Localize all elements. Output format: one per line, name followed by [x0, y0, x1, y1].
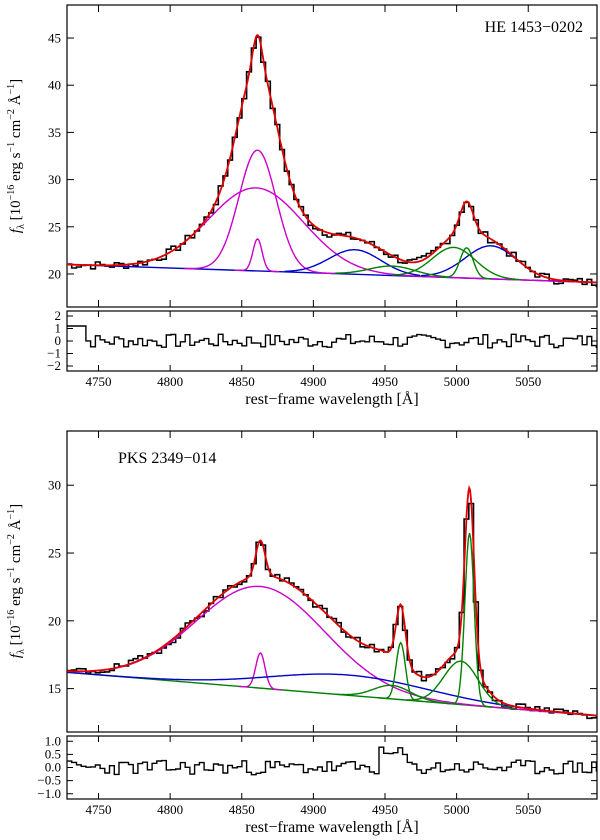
pks2349-ytick-label: 15 [48, 681, 61, 696]
panel-pks2349-residual: −1.0−0.50.00.51.0 4750 4800 4850 4900 4950 50… [37, 733, 597, 836]
he1453-residual-ytick-label: 2 [55, 308, 62, 323]
pks2349-residual-ytick-label: 1.0 [45, 733, 61, 748]
he1453-xtick-label: 4800 [157, 374, 183, 389]
he1453-ytick-label: 30 [48, 172, 61, 187]
pks2349-ytick-label: 20 [48, 613, 61, 628]
panel-pks2349-title: PKS 2349−014 [118, 450, 216, 467]
panel-he1453-spectrum: 20 25 30 35 40 45 HE 1453−0202 fλ [10−16 erg … [6, 5, 597, 307]
pks2349-xtick-label: 4950 [372, 802, 398, 817]
panel-he1453-title: HE 1453−0202 [485, 19, 583, 36]
pks2349-ytick-label: 30 [48, 478, 61, 493]
pks2349-ytick-label: 25 [48, 546, 61, 561]
pks2349-residual-series [67, 747, 597, 775]
he1453-xtick-label: 5000 [444, 374, 470, 389]
pks2349-series-o-iii-5007-narrow [447, 533, 492, 707]
he1453-ytick-label: 45 [48, 31, 61, 46]
he1453-xtick-label: 4950 [372, 374, 398, 389]
pks2349-xtick-label: 4900 [300, 802, 326, 817]
he1453-series-h-narrow-component [235, 239, 280, 272]
he1453-xtick-label: 5050 [515, 374, 541, 389]
panel-he1453-ylabel: fλ [10−16 erg s−1 cm−2 Å−1] [6, 79, 27, 233]
pks2349-residual-ytick-label: −0.5 [37, 773, 61, 788]
he1453-ytick-label: 25 [48, 219, 61, 234]
panel-he1453-xlabel: rest−frame wavelength [Å] [245, 390, 418, 408]
pks2349-residual-ytick-label: −1.0 [37, 786, 61, 801]
he1453-series-observed-spectrum [67, 37, 597, 286]
pks2349-xtick-label: 4850 [229, 802, 255, 817]
panel-pks2349-ylabel: fλ [10−16 erg s−1 cm−2 Å−1] [6, 504, 27, 658]
he1453-ytick-label: 40 [48, 78, 61, 93]
he1453-series-h-intermediate-component [185, 150, 335, 273]
pks2349-residual-ytick-label: 0.0 [45, 760, 61, 775]
he1453-ytick-label: 20 [48, 266, 61, 281]
he1453-ytick-label: 35 [48, 125, 61, 140]
pks2349-xtick-label: 4800 [157, 802, 183, 817]
pks2349-xtick-label: 5050 [515, 802, 541, 817]
pks2349-series-total-model [67, 488, 596, 716]
he1453-residual-series [67, 326, 597, 348]
pks2349-series-o-iii-4959-broad [335, 685, 448, 703]
he1453-xtick-label: 4850 [229, 374, 255, 389]
pks2349-xtick-label: 4750 [86, 802, 112, 817]
panel-pks2349-frame [67, 431, 597, 732]
panel-pks2349-spectrum: 15 20 25 30 PKS 2349−014 fλ [10−16 erg s−1 … [6, 431, 597, 732]
pks2349-residual-ytick-label: 0.5 [45, 746, 61, 761]
pks2349-series-h-narrow-component [239, 653, 281, 690]
he1453-xtick-label: 4900 [300, 374, 326, 389]
he1453-xtick-label: 4750 [86, 374, 112, 389]
pks2349-series-h-broad-component [67, 586, 596, 715]
pks2349-xtick-label: 5000 [444, 802, 470, 817]
pks2349-series-observed-spectrum [67, 504, 597, 719]
he1453-series-total-model [67, 35, 596, 282]
panel-pks2349-xlabel: rest−frame wavelength [Å] [245, 818, 418, 836]
spectral-fit-figure: 20 25 30 35 40 45 HE 1453−0202 fλ [10−16 erg … [0, 0, 600, 840]
